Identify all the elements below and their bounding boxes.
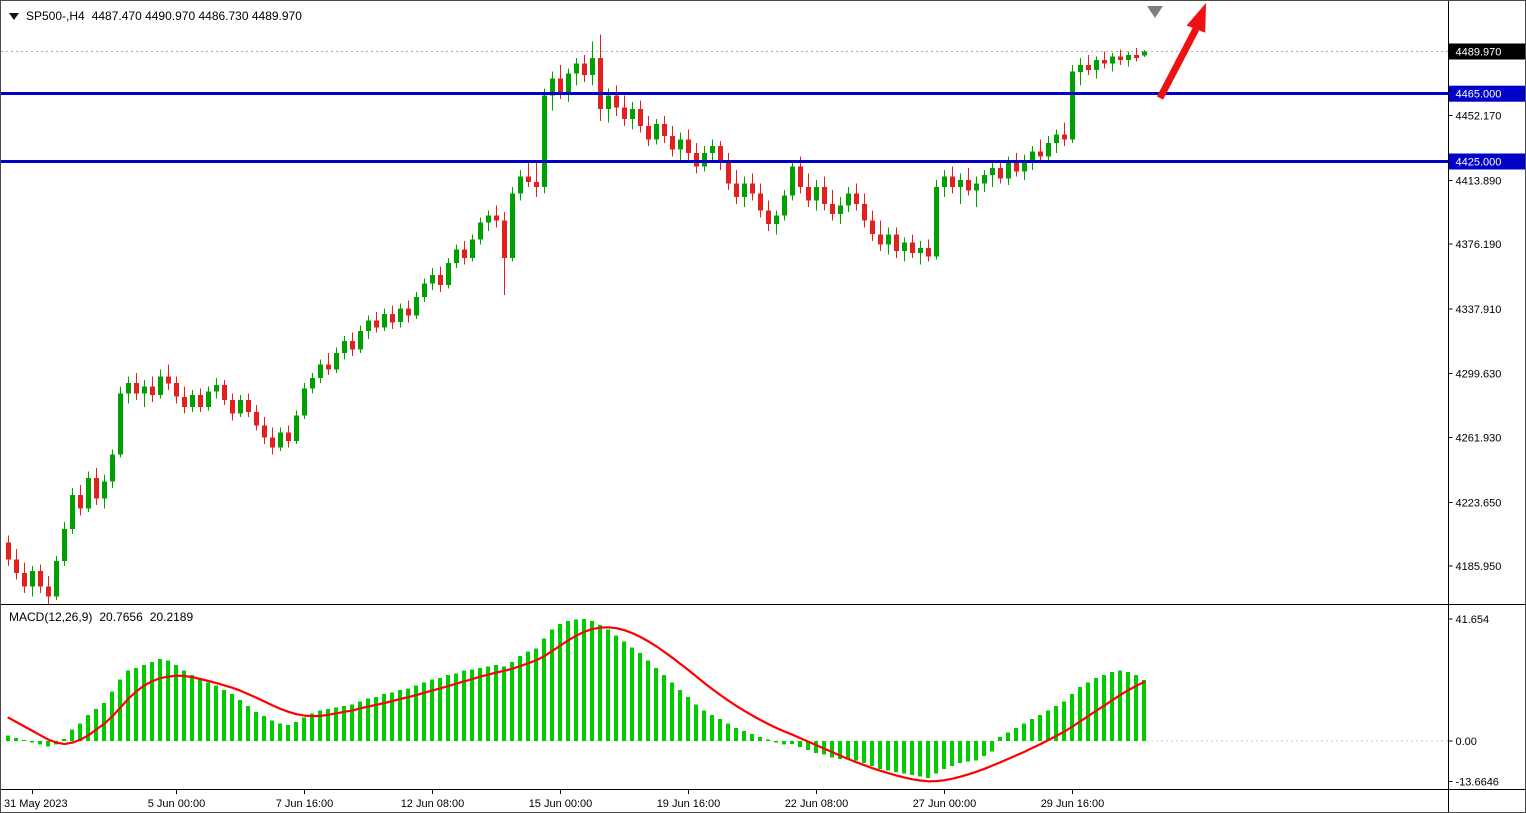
current-price-badge: [1449, 43, 1525, 60]
svg-text:7 Jun 16:00: 7 Jun 16:00: [276, 798, 334, 810]
svg-text:4223.650: 4223.650: [1456, 497, 1502, 509]
svg-text:4425.000: 4425.000: [1456, 157, 1502, 169]
svg-text:4413.890: 4413.890: [1456, 175, 1502, 187]
price-level-badge: [1449, 153, 1525, 170]
svg-text:31 May 2023: 31 May 2023: [4, 798, 68, 810]
candles: [6, 34, 1147, 605]
svg-text:19 Jun 16:00: 19 Jun 16:00: [657, 798, 721, 810]
svg-text:41.654: 41.654: [1456, 614, 1490, 626]
time-axis[interactable]: 31 May 2023 5 Jun 00:00 7 Jun 16:00 12 Jun …: [4, 789, 1105, 811]
svg-text:4337.910: 4337.910: [1456, 304, 1502, 316]
svg-text:4299.630: 4299.630: [1456, 369, 1502, 381]
triangle-marker-icon[interactable]: [1147, 6, 1163, 18]
svg-text:12 Jun 08:00: 12 Jun 08:00: [401, 798, 465, 810]
price-axis[interactable]: 4452.170 4413.890 4376.190 4337.910 4299.630…: [1448, 43, 1526, 574]
svg-text:4465.000: 4465.000: [1456, 89, 1502, 101]
svg-text:4452.170: 4452.170: [1456, 111, 1502, 123]
svg-text:4376.190: 4376.190: [1456, 239, 1502, 251]
svg-text:22 Jun 08:00: 22 Jun 08:00: [785, 798, 849, 810]
svg-text:4185.950: 4185.950: [1456, 561, 1502, 573]
svg-text:27 Jun 00:00: 27 Jun 00:00: [913, 798, 977, 810]
svg-text:29 Jun 16:00: 29 Jun 16:00: [1041, 798, 1105, 810]
macd-histogram: [6, 618, 1146, 778]
svg-text:0.00: 0.00: [1456, 736, 1477, 748]
trend-arrow[interactable]: [1156, 3, 1206, 100]
svg-text:4261.930: 4261.930: [1456, 433, 1502, 445]
macd-axis[interactable]: 41.654 0.00 -13.6646: [1448, 614, 1499, 788]
svg-text:4489.970: 4489.970: [1456, 47, 1502, 59]
svg-text:5 Jun 00:00: 5 Jun 00:00: [148, 798, 206, 810]
macd-signal-line: [7, 626, 1146, 783]
price-level-badge: [1449, 85, 1525, 102]
chevron-down-icon[interactable]: [9, 12, 19, 20]
svg-text:15 Jun 00:00: 15 Jun 00:00: [529, 798, 593, 810]
svg-text:-13.6646: -13.6646: [1456, 776, 1499, 788]
